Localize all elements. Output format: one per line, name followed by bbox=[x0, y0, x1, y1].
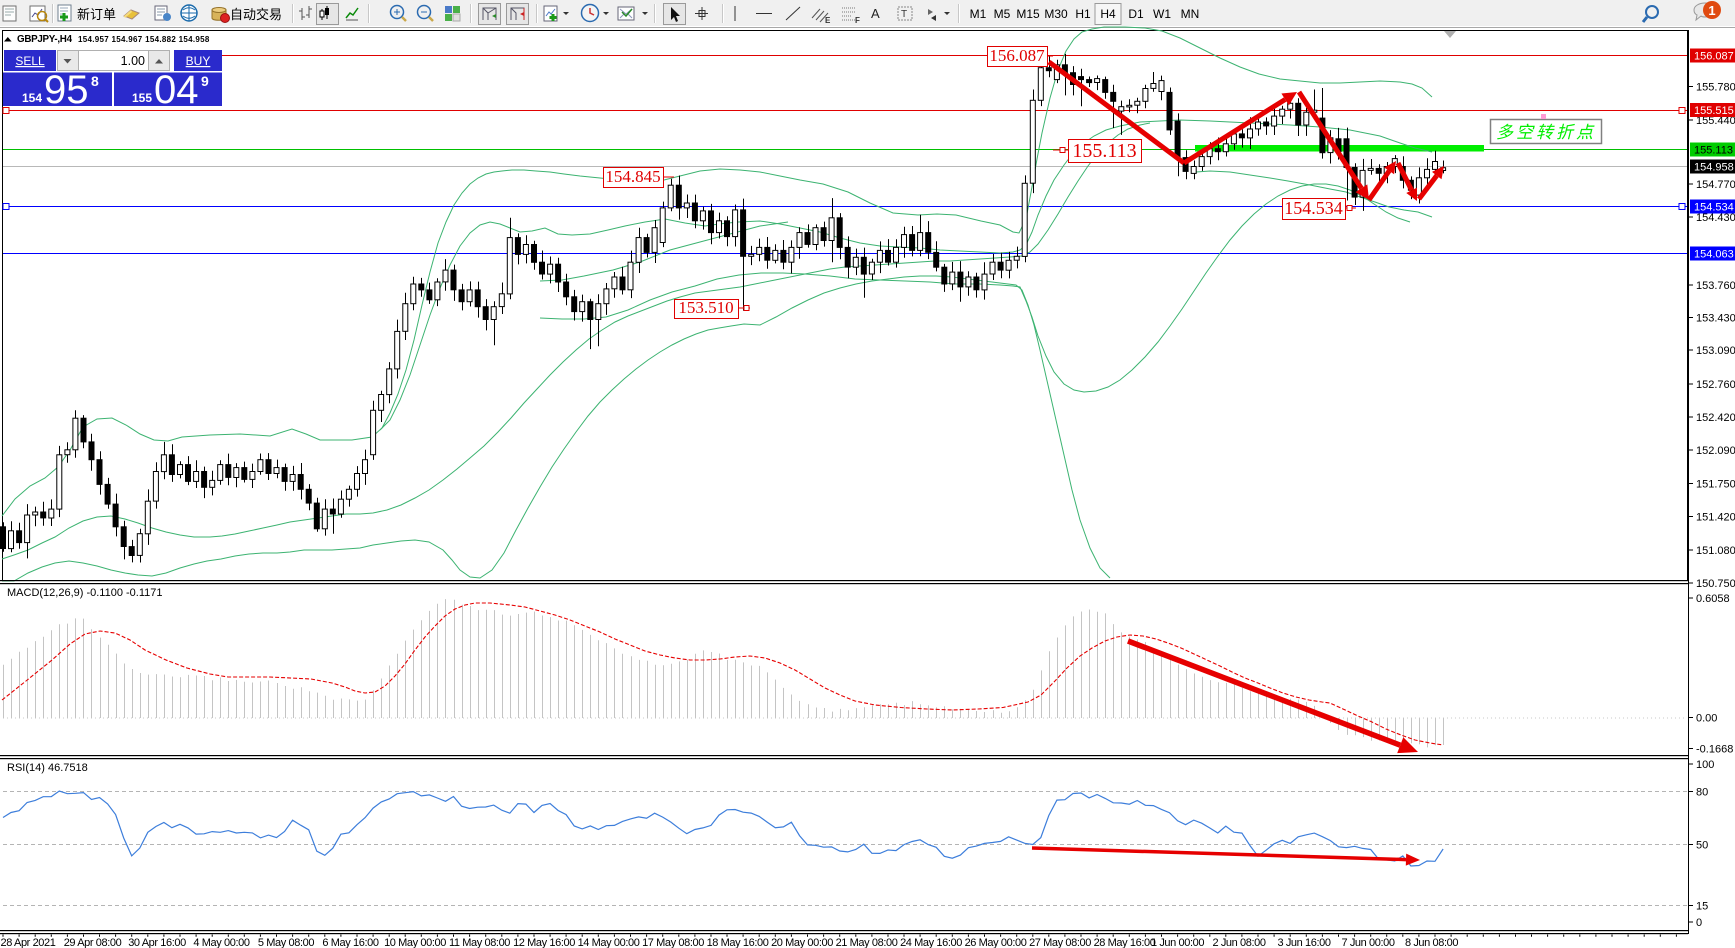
svg-text:12 May 16:00: 12 May 16:00 bbox=[513, 937, 575, 948]
svg-text:154: 154 bbox=[22, 91, 42, 105]
svg-text:SELL: SELL bbox=[15, 54, 45, 68]
svg-text:50: 50 bbox=[1696, 840, 1708, 852]
svg-text:29 Apr 08:00: 29 Apr 08:00 bbox=[64, 937, 122, 948]
svg-text:15: 15 bbox=[1696, 901, 1708, 913]
svg-text:5 May 08:00: 5 May 08:00 bbox=[258, 937, 314, 948]
svg-text:154.534: 154.534 bbox=[1694, 202, 1734, 214]
svg-text:24 May 16:00: 24 May 16:00 bbox=[900, 937, 962, 948]
svg-text:4 May 00:00: 4 May 00:00 bbox=[193, 937, 249, 948]
svg-text:154.958: 154.958 bbox=[1694, 162, 1734, 174]
svg-text:H1: H1 bbox=[1075, 7, 1091, 21]
svg-text:151.080: 151.080 bbox=[1696, 545, 1735, 557]
svg-text:04: 04 bbox=[154, 68, 199, 112]
svg-text:MN: MN bbox=[1181, 7, 1200, 21]
svg-text:11 May 08:00: 11 May 08:00 bbox=[449, 937, 510, 948]
svg-text:18 May 16:00: 18 May 16:00 bbox=[707, 937, 769, 948]
svg-text:20 May 00:00: 20 May 00:00 bbox=[771, 937, 833, 948]
svg-text:28 Apr 2021: 28 Apr 2021 bbox=[1, 937, 56, 948]
svg-text:151.750: 151.750 bbox=[1696, 479, 1735, 491]
svg-text:多空转折点: 多空转折点 bbox=[1496, 123, 1596, 142]
svg-text:A: A bbox=[871, 6, 880, 21]
svg-text:6 May 16:00: 6 May 16:00 bbox=[322, 937, 378, 948]
svg-text:9: 9 bbox=[201, 73, 209, 89]
svg-text:W1: W1 bbox=[1153, 7, 1171, 21]
svg-text:27 May 08:00: 27 May 08:00 bbox=[1029, 937, 1091, 948]
svg-text:155.780: 155.780 bbox=[1696, 82, 1735, 94]
svg-text:155: 155 bbox=[132, 91, 152, 105]
svg-text:自动交易: 自动交易 bbox=[230, 7, 282, 22]
svg-text:150.750: 150.750 bbox=[1696, 578, 1735, 590]
svg-text:154.957 154.967 154.882 154.95: 154.957 154.967 154.882 154.958 bbox=[78, 35, 210, 44]
svg-text:154.845: 154.845 bbox=[605, 167, 660, 186]
svg-text:F: F bbox=[855, 16, 860, 25]
svg-text:154.534: 154.534 bbox=[1284, 198, 1343, 218]
svg-text:152.760: 152.760 bbox=[1696, 379, 1735, 391]
svg-text:BUY: BUY bbox=[186, 54, 211, 68]
svg-text:151.420: 151.420 bbox=[1696, 512, 1735, 524]
svg-text:3 Jun 16:00: 3 Jun 16:00 bbox=[1277, 937, 1330, 948]
svg-text:95: 95 bbox=[44, 68, 89, 112]
svg-text:154.063: 154.063 bbox=[1694, 249, 1734, 261]
svg-text:153.510: 153.510 bbox=[678, 298, 733, 317]
svg-text:152.420: 152.420 bbox=[1696, 412, 1735, 424]
svg-text:MACD(12,26,9) -0.1100 -0.1171: MACD(12,26,9) -0.1100 -0.1171 bbox=[7, 587, 163, 599]
svg-text:153.760: 153.760 bbox=[1696, 280, 1735, 292]
svg-text:7 Jun 00:00: 7 Jun 00:00 bbox=[1341, 937, 1394, 948]
svg-text:14 May 00:00: 14 May 00:00 bbox=[578, 937, 640, 948]
svg-text:153.430: 153.430 bbox=[1696, 313, 1735, 325]
svg-text:1.00: 1.00 bbox=[121, 54, 145, 68]
svg-text:152.090: 152.090 bbox=[1696, 445, 1735, 457]
svg-text:155.515: 155.515 bbox=[1694, 105, 1734, 117]
svg-text:21 May 08:00: 21 May 08:00 bbox=[836, 937, 898, 948]
svg-text:M1: M1 bbox=[970, 7, 987, 21]
svg-text:2 Jun 08:00: 2 Jun 08:00 bbox=[1212, 937, 1265, 948]
svg-text:26 May 00:00: 26 May 00:00 bbox=[965, 937, 1027, 948]
svg-text:H4: H4 bbox=[1100, 7, 1116, 21]
svg-text:17 May 08:00: 17 May 08:00 bbox=[642, 937, 704, 948]
svg-text:1: 1 bbox=[1708, 3, 1715, 18]
svg-text:0: 0 bbox=[1696, 917, 1702, 929]
svg-text:1 Jun 00:00: 1 Jun 00:00 bbox=[1151, 937, 1204, 948]
svg-text:T: T bbox=[901, 9, 907, 20]
svg-text:M5: M5 bbox=[994, 7, 1011, 21]
svg-text:100: 100 bbox=[1696, 759, 1714, 771]
svg-text:新订单: 新订单 bbox=[77, 7, 116, 22]
svg-text:154.430: 154.430 bbox=[1696, 212, 1735, 224]
svg-text:8 Jun 08:00: 8 Jun 08:00 bbox=[1405, 937, 1458, 948]
svg-text:153.090: 153.090 bbox=[1696, 345, 1735, 357]
svg-text:30 Apr 16:00: 30 Apr 16:00 bbox=[128, 937, 186, 948]
svg-text:80: 80 bbox=[1696, 787, 1708, 799]
svg-text:10 May 00:00: 10 May 00:00 bbox=[384, 937, 446, 948]
svg-text:E: E bbox=[825, 16, 831, 25]
svg-text:0.6058: 0.6058 bbox=[1696, 593, 1730, 605]
svg-text:M30: M30 bbox=[1044, 7, 1068, 21]
svg-text:GBPJPY-,H4: GBPJPY-,H4 bbox=[17, 34, 73, 45]
svg-text:154.770: 154.770 bbox=[1696, 179, 1735, 191]
svg-text:156.087: 156.087 bbox=[989, 46, 1045, 65]
svg-text:155.113: 155.113 bbox=[1694, 145, 1733, 157]
svg-text:M15: M15 bbox=[1016, 7, 1040, 21]
svg-text:28 May 16:00: 28 May 16:00 bbox=[1094, 937, 1156, 948]
svg-text:D1: D1 bbox=[1128, 7, 1144, 21]
svg-text:0.00: 0.00 bbox=[1696, 713, 1717, 725]
svg-text:156.087: 156.087 bbox=[1694, 51, 1734, 63]
svg-text:8: 8 bbox=[91, 73, 99, 89]
svg-text:155.113: 155.113 bbox=[1072, 140, 1136, 162]
svg-text:155.440: 155.440 bbox=[1696, 115, 1735, 127]
svg-text:-0.1668: -0.1668 bbox=[1696, 744, 1733, 756]
svg-text:RSI(14) 46.7518: RSI(14) 46.7518 bbox=[7, 762, 88, 774]
